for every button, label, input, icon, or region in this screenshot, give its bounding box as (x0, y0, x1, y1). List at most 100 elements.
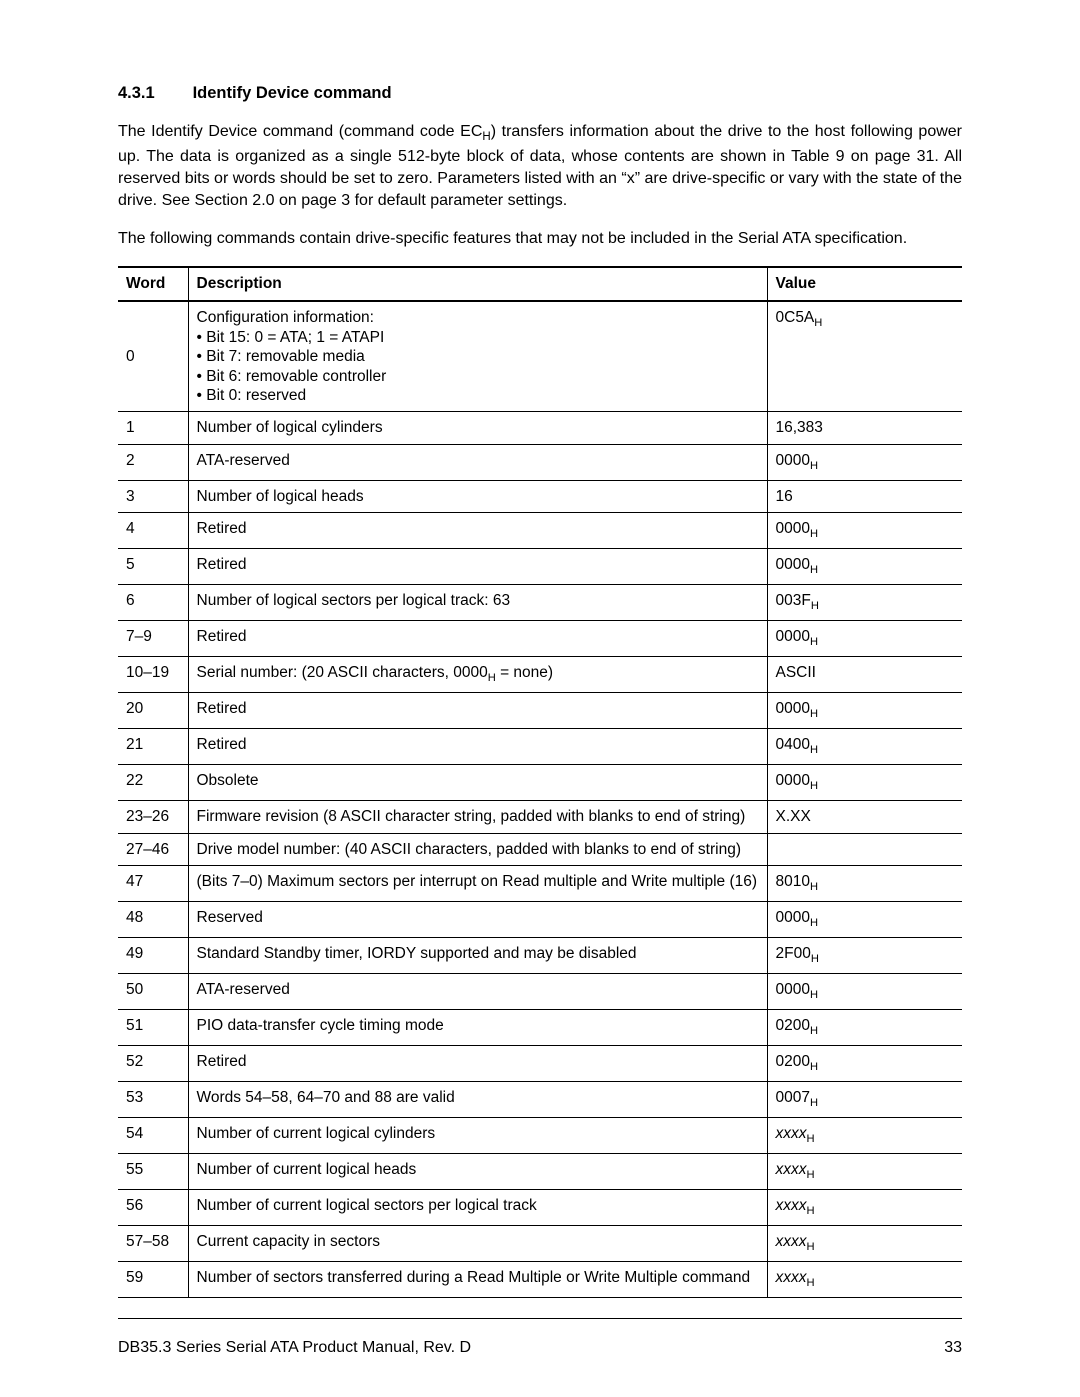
cell-value: 16,383 (767, 412, 962, 444)
cell-value: 0000H (767, 902, 962, 938)
table-row: 7–9Retired0000H (118, 621, 962, 657)
cell-value: 0000H (767, 974, 962, 1010)
table-row: 23–26Firmware revision (8 ASCII characte… (118, 801, 962, 833)
cell-description: Obsolete (188, 765, 767, 801)
table-row: 6Number of logical sectors per logical t… (118, 585, 962, 621)
cell-value: 0000H (767, 621, 962, 657)
cell-word: 21 (118, 729, 188, 765)
cell-value: 8010H (767, 866, 962, 902)
cell-word: 6 (118, 585, 188, 621)
cell-value: xxxxH (767, 1118, 962, 1154)
col-header-desc: Description (188, 267, 767, 301)
table-row: 21Retired0400H (118, 729, 962, 765)
cell-description: ATA-reserved (188, 974, 767, 1010)
cell-description: Number of sectors transferred during a R… (188, 1262, 767, 1298)
table-row: 1Number of logical cylinders16,383 (118, 412, 962, 444)
cell-word: 22 (118, 765, 188, 801)
cell-word: 20 (118, 693, 188, 729)
table-row: 54Number of current logical cylindersxxx… (118, 1118, 962, 1154)
cell-word: 55 (118, 1154, 188, 1190)
cell-value: xxxxH (767, 1154, 962, 1190)
cell-word: 5 (118, 549, 188, 585)
cell-description: Retired (188, 693, 767, 729)
cell-description: PIO data-transfer cycle timing mode (188, 1010, 767, 1046)
table-row: 22Obsolete0000H (118, 765, 962, 801)
cell-value: 0000H (767, 513, 962, 549)
table-row: 3Number of logical heads16 (118, 480, 962, 512)
cell-word: 52 (118, 1046, 188, 1082)
cell-description: Standard Standby timer, IORDY supported … (188, 938, 767, 974)
cell-description: Current capacity in sectors (188, 1226, 767, 1262)
table-row: 59Number of sectors transferred during a… (118, 1262, 962, 1298)
cell-value: 0007H (767, 1082, 962, 1118)
table-row: 51PIO data-transfer cycle timing mode020… (118, 1010, 962, 1046)
cell-description: Number of current logical heads (188, 1154, 767, 1190)
cell-word: 7–9 (118, 621, 188, 657)
col-header-value: Value (767, 267, 962, 301)
col-header-word: Word (118, 267, 188, 301)
cell-description: (Bits 7–0) Maximum sectors per interrupt… (188, 866, 767, 902)
cell-word: 54 (118, 1118, 188, 1154)
cell-description: Configuration information: • Bit 15: 0 =… (188, 301, 767, 411)
table-row: 2ATA-reserved0000H (118, 444, 962, 480)
paragraph-note: The following commands contain drive-spe… (118, 228, 962, 250)
table-row: 10–19Serial number: (20 ASCII characters… (118, 657, 962, 693)
cell-description: Retired (188, 621, 767, 657)
table-row: 47(Bits 7–0) Maximum sectors per interru… (118, 866, 962, 902)
cell-word: 56 (118, 1190, 188, 1226)
cell-value: 0000H (767, 693, 962, 729)
cell-value: xxxxH (767, 1226, 962, 1262)
table-row: 57–58Current capacity in sectorsxxxxH (118, 1226, 962, 1262)
table-row: 53Words 54–58, 64–70 and 88 are valid000… (118, 1082, 962, 1118)
cell-value: 0000H (767, 765, 962, 801)
footer-page-number: 33 (944, 1339, 962, 1357)
cell-value: 0400H (767, 729, 962, 765)
cell-value: xxxxH (767, 1262, 962, 1298)
cell-word: 51 (118, 1010, 188, 1046)
table-row: 48Reserved0000H (118, 902, 962, 938)
cell-word: 48 (118, 902, 188, 938)
cell-description: Retired (188, 1046, 767, 1082)
cell-word: 23–26 (118, 801, 188, 833)
table-row: 20Retired0000H (118, 693, 962, 729)
table-row: 27–46Drive model number: (40 ASCII chara… (118, 833, 962, 865)
page: 4.3.1 Identify Device command The Identi… (0, 0, 1080, 1397)
cell-description: Number of logical sectors per logical tr… (188, 585, 767, 621)
cell-description: Number of current logical sectors per lo… (188, 1190, 767, 1226)
cell-description: Serial number: (20 ASCII characters, 000… (188, 657, 767, 693)
cell-word: 53 (118, 1082, 188, 1118)
section-title: Identify Device command (193, 84, 392, 102)
cell-word: 1 (118, 412, 188, 444)
table-body: 0Configuration information: • Bit 15: 0 … (118, 301, 962, 1298)
p1-text-a: The Identify Device command (command cod… (118, 123, 482, 140)
identify-device-table: Word Description Value 0Configuration in… (118, 266, 962, 1298)
cell-value: 0000H (767, 444, 962, 480)
cell-value (767, 833, 962, 865)
cell-value: 0200H (767, 1046, 962, 1082)
cell-word: 2 (118, 444, 188, 480)
table-row: 56Number of current logical sectors per … (118, 1190, 962, 1226)
cell-description: Reserved (188, 902, 767, 938)
cell-word: 49 (118, 938, 188, 974)
table-row: 55Number of current logical headsxxxxH (118, 1154, 962, 1190)
table-row: 50ATA-reserved0000H (118, 974, 962, 1010)
cell-word: 27–46 (118, 833, 188, 865)
cell-word: 3 (118, 480, 188, 512)
table-row: 49Standard Standby timer, IORDY supporte… (118, 938, 962, 974)
cell-value: 0C5AH (767, 301, 962, 411)
cell-description: Retired (188, 729, 767, 765)
p1-sub: H (482, 131, 490, 143)
cell-description: Retired (188, 513, 767, 549)
cell-value: xxxxH (767, 1190, 962, 1226)
table-row: 5Retired0000H (118, 549, 962, 585)
cell-word: 50 (118, 974, 188, 1010)
table-row: 0Configuration information: • Bit 15: 0 … (118, 301, 962, 411)
cell-word: 47 (118, 866, 188, 902)
cell-value: ASCII (767, 657, 962, 693)
table-row: 4Retired0000H (118, 513, 962, 549)
cell-value: X.XX (767, 801, 962, 833)
cell-value: 16 (767, 480, 962, 512)
cell-value: 0000H (767, 549, 962, 585)
table-header-row: Word Description Value (118, 267, 962, 301)
section-heading: 4.3.1 Identify Device command (118, 84, 962, 103)
